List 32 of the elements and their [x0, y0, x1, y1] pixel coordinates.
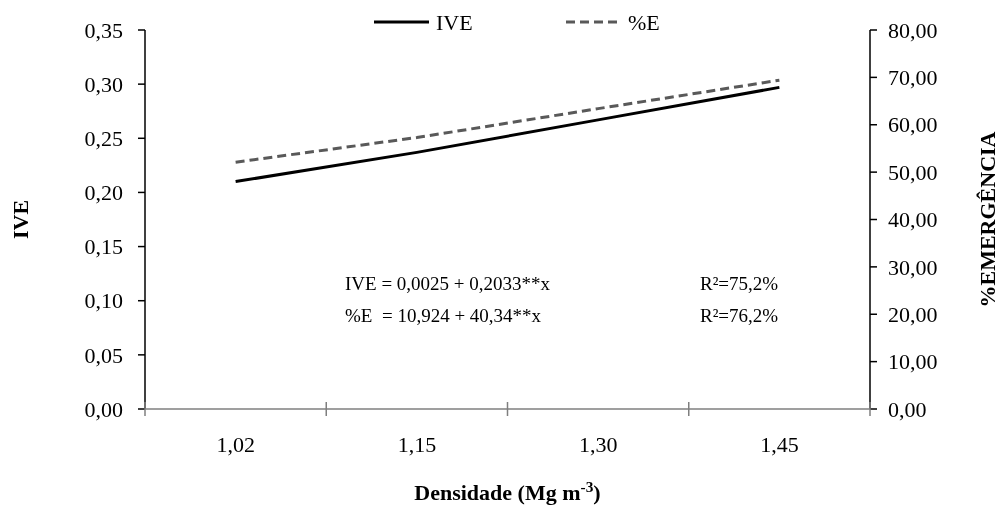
line-series — [234, 78, 781, 164]
x-tick-label: 1,02 — [216, 432, 255, 457]
y-tick-label: 0,10 — [84, 288, 123, 314]
x-axis-title: Densidade (Mg m$^{-3}$) — [414, 477, 601, 505]
y2-tick-label: 80,00 — [888, 17, 938, 43]
line-series — [234, 85, 781, 184]
y2-axis-title: %EMERGÊNCIA — [975, 131, 1000, 308]
y2-tick-label: 40,00 — [888, 207, 938, 233]
y2-tick-label: 10,00 — [888, 349, 938, 375]
x-tick-label: 1,30 — [578, 432, 618, 457]
y2-tick-label: 20,00 — [888, 301, 938, 327]
legend-label: %E — [628, 9, 660, 35]
y-tick-label: 0,00 — [84, 396, 123, 422]
y2-tick-label: 70,00 — [888, 65, 938, 91]
y-tick-label: 0,30 — [84, 71, 123, 97]
annotation: IVE = 0,0025 + 0,2033**x — [345, 273, 551, 294]
y-tick-label: 0,25 — [84, 125, 123, 151]
legend-label: IVE — [436, 9, 473, 35]
x-tick-label: 1,15 — [397, 432, 437, 457]
annotation: R²=75,2% — [700, 273, 779, 294]
y2-tick-label: 50,00 — [888, 159, 938, 185]
y-tick-label: 0,15 — [84, 234, 123, 260]
y2-tick-label: 0,00 — [888, 396, 927, 422]
annotation: %E = 10,924 + 40,34**x — [345, 305, 542, 326]
y-tick-label: 0,20 — [84, 180, 123, 206]
x-tick-label: 1,45 — [760, 432, 799, 457]
y-tick-label: 0,05 — [84, 342, 123, 368]
y-tick-label: 0,35 — [84, 17, 123, 43]
y-axis-title: IVE — [8, 199, 33, 240]
y2-tick-label: 30,00 — [888, 254, 938, 280]
y2-tick-label: 60,00 — [888, 112, 938, 138]
annotation: R²=76,2% — [700, 305, 779, 326]
